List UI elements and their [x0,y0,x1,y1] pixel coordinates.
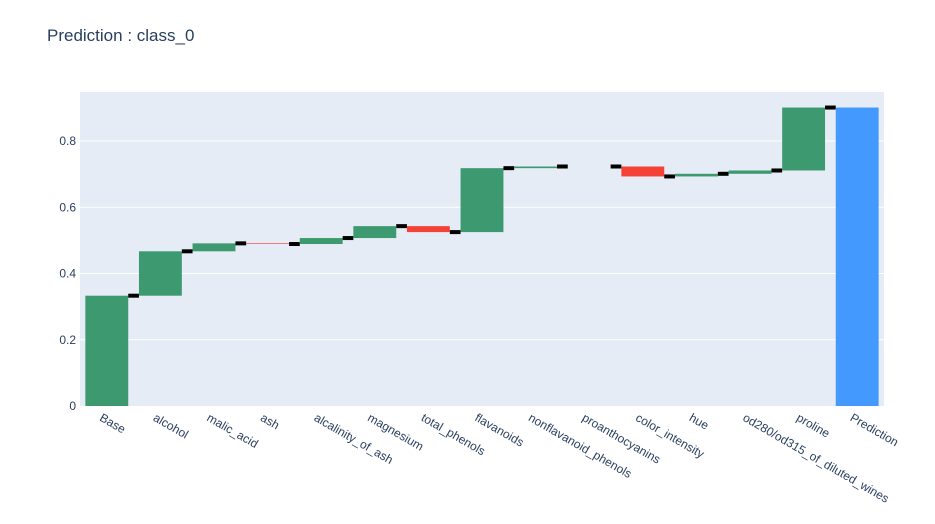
bar-od280-od315-of-diluted-wines [728,170,772,174]
x-tick-label: ash [258,410,282,432]
bar-alcohol [138,251,182,296]
bar-magnesium [353,226,397,239]
bar-proline [782,107,826,171]
bar-color-intensity [621,166,665,177]
bar-alcalinity-of-ash [299,238,343,245]
bar-nonflavanoid-phenols [514,166,558,169]
bar-flavanoids [460,168,504,233]
chart-title: Prediction : class_0 [47,26,195,45]
bar-hue [674,173,718,177]
bar-total-phenols [406,226,450,233]
x-tick-label: Base [97,410,128,436]
y-tick-label: 0.2 [59,333,76,347]
x-tick-label: alcohol [151,410,191,441]
x-tick-label: Prediction [848,410,901,449]
x-tick-label: malic_acid [205,410,261,450]
bar-base [85,295,129,406]
bar-malic-acid [192,243,236,252]
y-tick-label: 0.8 [59,134,76,148]
y-tick-label: 0.4 [59,267,76,281]
x-tick-label: proline [794,410,832,440]
y-tick-label: 0.6 [59,200,76,214]
x-tick-label: hue [687,410,712,432]
bar-prediction [835,107,879,406]
y-tick-label: 0 [69,399,76,413]
bar-ash [246,243,290,245]
